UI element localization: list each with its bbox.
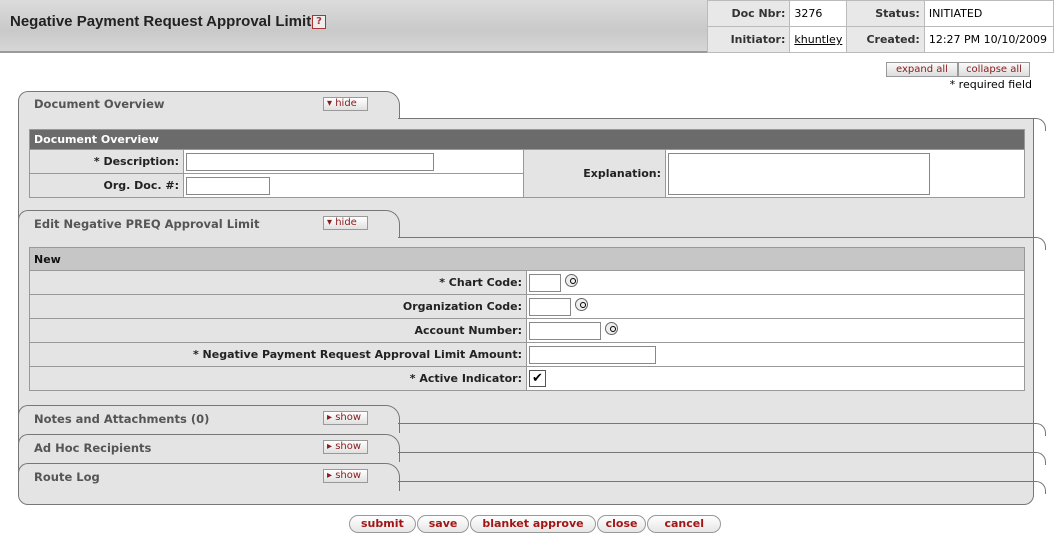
created-value: 12:27 PM 10/10/2009 <box>923 26 1054 53</box>
submit-button[interactable]: submit <box>349 515 416 533</box>
tab-title: Document Overview <box>34 97 165 111</box>
lookup-icon[interactable] <box>565 273 578 287</box>
show-notes-button[interactable]: ▸ show <box>323 411 368 425</box>
status-label: Status: <box>846 0 925 27</box>
cancel-button[interactable]: cancel <box>647 515 722 533</box>
hide-document-overview-button[interactable]: ▾ hide <box>323 97 368 111</box>
org-doc-label: Org. Doc. #: <box>29 173 184 198</box>
toggle-label: show <box>335 470 362 481</box>
triangle-right-icon: ▸ <box>327 412 333 423</box>
explanation-textarea[interactable] <box>668 152 930 195</box>
blanket-approve-button[interactable]: blanket approve <box>470 515 596 533</box>
tab-title: Route Log <box>34 470 100 484</box>
organization-code-label: Organization Code: <box>29 294 527 319</box>
help-icon[interactable]: ? <box>312 15 326 29</box>
account-number-input[interactable] <box>529 321 601 340</box>
hide-edit-button[interactable]: ▾ hide <box>323 216 368 230</box>
document-overview-table: Document Overview * Description: Explana… <box>29 129 1025 198</box>
toggle-label: show <box>335 412 362 423</box>
tab-title: Notes and Attachments (0) <box>34 412 210 426</box>
initiator-label: Initiator: <box>706 26 791 53</box>
collapse-all-button[interactable]: collapse all <box>958 62 1030 77</box>
tab-title: Edit Negative PREQ Approval Limit <box>34 217 260 231</box>
limit-amount-input[interactable] <box>529 345 656 364</box>
active-indicator-checkbox[interactable]: ✔ <box>529 370 546 387</box>
toggle-label: show <box>335 441 362 452</box>
required-field-note: * required field <box>949 78 1032 91</box>
triangle-down-icon: ▾ <box>327 98 333 109</box>
lookup-icon[interactable] <box>575 297 588 311</box>
document-info-table: Doc Nbr: 3276 Status: INITIATED Initiator: k… <box>706 0 1054 53</box>
tab-title: Ad Hoc Recipients <box>34 441 152 455</box>
limit-amount-label: * Negative Payment Request Approval Limi… <box>29 342 527 367</box>
org-doc-input[interactable] <box>186 176 270 195</box>
edit-table: New * Chart Code: Organization Code: Acc… <box>29 247 1025 391</box>
explanation-label: Explanation: <box>523 149 666 198</box>
status-value: INITIATED <box>923 0 1054 27</box>
doc-nbr-label: Doc Nbr: <box>706 0 791 27</box>
action-buttons: submit save blanket approve close cancel <box>349 515 722 533</box>
expand-all-button[interactable]: expand all <box>886 62 958 77</box>
show-ad-hoc-button[interactable]: ▸ show <box>323 440 368 454</box>
chart-code-input[interactable] <box>529 273 561 292</box>
organization-code-input[interactable] <box>529 297 571 316</box>
close-button[interactable]: close <box>596 515 647 533</box>
section-header: New <box>29 247 1025 271</box>
lookup-icon[interactable] <box>605 321 618 335</box>
toggle-label: hide <box>335 217 357 228</box>
save-button[interactable]: save <box>416 515 470 533</box>
description-input[interactable] <box>186 152 434 171</box>
triangle-down-icon: ▾ <box>327 217 333 228</box>
triangle-right-icon: ▸ <box>327 470 333 481</box>
initiator-link[interactable]: khuntley <box>794 33 843 46</box>
chart-code-label: * Chart Code: <box>29 270 527 295</box>
page-title: Negative Payment Request Approval Limit <box>10 13 312 30</box>
active-indicator-label: * Active Indicator: <box>29 366 527 391</box>
tab-route-log <box>18 463 400 491</box>
doc-nbr-value: 3276 <box>789 0 848 27</box>
description-label: * Description: <box>29 149 184 174</box>
triangle-right-icon: ▸ <box>327 441 333 452</box>
section-header: Document Overview <box>29 129 1025 150</box>
account-number-label: Account Number: <box>29 318 527 343</box>
created-label: Created: <box>846 26 925 53</box>
show-route-log-button[interactable]: ▸ show <box>323 469 368 483</box>
toggle-label: hide <box>335 98 357 109</box>
